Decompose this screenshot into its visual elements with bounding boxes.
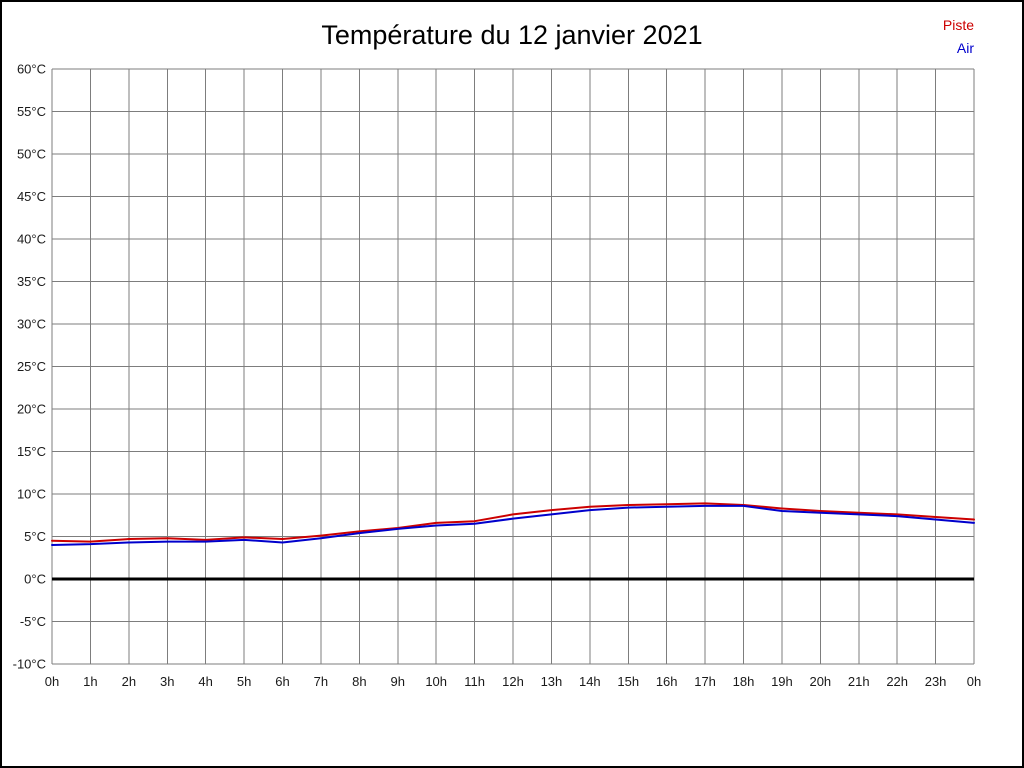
series-line-piste: [51, 502, 975, 543]
x-tick-label: 2h: [122, 674, 136, 689]
x-tick-label: 17h: [694, 674, 716, 689]
y-tick-label: -10°C: [13, 657, 46, 672]
x-tick-label: 4h: [198, 674, 212, 689]
y-tick-label: -5°C: [20, 614, 46, 629]
x-tick-label: 14h: [579, 674, 601, 689]
y-tick-label: 20°C: [17, 402, 46, 417]
x-tick-label: 3h: [160, 674, 174, 689]
x-tick-label: 18h: [733, 674, 755, 689]
chart-title: Température du 12 janvier 2021: [321, 20, 703, 50]
x-tick-label: 16h: [656, 674, 678, 689]
y-tick-label: 25°C: [17, 359, 46, 374]
x-tick-label: 5h: [237, 674, 251, 689]
series-line-air: [51, 504, 975, 546]
y-tick-label: 0°C: [24, 572, 46, 587]
x-tick-label: 23h: [925, 674, 947, 689]
x-tick-label: 22h: [886, 674, 908, 689]
legend-air-label: Air: [956, 40, 974, 56]
x-tick-label: 15h: [617, 674, 639, 689]
x-tick-label: 0h: [45, 674, 59, 689]
chart-legend: Piste Air: [943, 14, 974, 60]
x-tick-label: 7h: [314, 674, 328, 689]
x-tick-label: 6h: [275, 674, 289, 689]
x-tick-label: 20h: [809, 674, 831, 689]
y-tick-label: 10°C: [17, 487, 46, 502]
y-tick-label: 50°C: [17, 147, 46, 162]
y-tick-label: 55°C: [17, 104, 46, 119]
legend-piste-label: Piste: [942, 17, 974, 33]
x-tick-label: 12h: [502, 674, 524, 689]
y-tick-label: 15°C: [17, 444, 46, 459]
x-tick-label: 10h: [425, 674, 447, 689]
y-tick-label: 60°C: [17, 62, 46, 77]
x-tick-label: 11h: [464, 674, 485, 689]
x-tick-label: 13h: [541, 674, 563, 689]
x-tick-label: 9h: [391, 674, 405, 689]
x-tick-label: 8h: [352, 674, 366, 689]
x-tick-label: 21h: [848, 674, 870, 689]
x-tick-label: 0h: [967, 674, 981, 689]
x-tick-label: 19h: [771, 674, 793, 689]
y-tick-label: 30°C: [17, 317, 46, 332]
x-tick-label: 1h: [83, 674, 97, 689]
y-tick-label: 40°C: [17, 232, 46, 247]
y-tick-label: 35°C: [17, 274, 46, 289]
y-tick-label: 45°C: [17, 189, 46, 204]
y-tick-label: 5°C: [24, 529, 46, 544]
